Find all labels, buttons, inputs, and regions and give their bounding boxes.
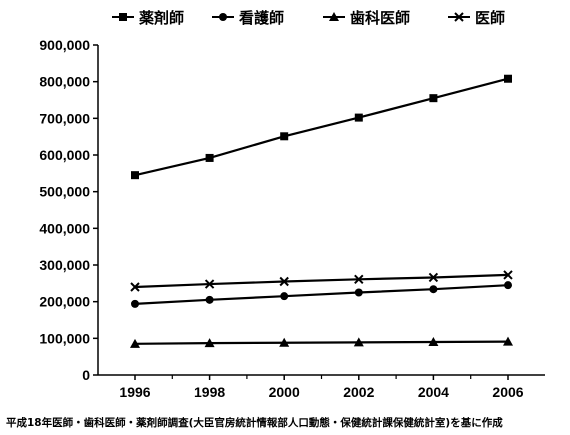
legend-label: 医師 <box>475 9 505 27</box>
y-tick-label: 100,000 <box>39 330 90 346</box>
series-circle <box>131 281 512 308</box>
x-axis: 1996 1998 2000 2002 2004 2006 <box>98 374 545 400</box>
legend-label: 看護師 <box>239 9 284 27</box>
data-point <box>205 295 214 304</box>
y-tick-label: 500,000 <box>39 184 90 200</box>
legend-label: 歯科医師 <box>350 9 410 27</box>
y-tick-label: 300,000 <box>39 257 90 273</box>
series-triangle <box>130 336 513 348</box>
data-point <box>504 281 512 290</box>
series-line <box>134 273 509 289</box>
x-tick-label: 1996 <box>119 384 150 400</box>
data-point <box>204 338 215 348</box>
data-point <box>354 274 364 285</box>
data-point <box>503 270 513 280</box>
data-point <box>279 337 290 347</box>
series-line <box>134 340 509 345</box>
source-note: 平成18年医師・歯科医師・薬剤師調査(大臣官房統計情報部人口動態・保健統計課保健… <box>6 416 503 429</box>
y-tick-label: 800,000 <box>39 74 90 90</box>
x-tick-label: 2002 <box>343 384 374 400</box>
data-point <box>429 94 438 103</box>
data-point <box>354 288 363 297</box>
data-point <box>504 74 512 83</box>
series-square <box>131 74 512 180</box>
x-tick-label: 2006 <box>492 384 523 400</box>
y-tick-label: 400,000 <box>39 220 90 236</box>
data-point <box>429 285 438 294</box>
legend-marker <box>119 13 127 21</box>
legend-item: 看護師 <box>212 9 284 27</box>
data-point <box>131 299 139 308</box>
legend: 薬剤師 看護師 歯科医師 医師 <box>112 9 505 27</box>
data-point <box>204 279 215 289</box>
data-point <box>131 171 139 180</box>
y-tick-label: 900,000 <box>39 37 90 53</box>
series-x <box>130 270 513 292</box>
legend-marker <box>454 12 464 22</box>
data-point <box>130 338 140 348</box>
x-tick-label: 2000 <box>269 384 300 400</box>
y-tick-label: 700,000 <box>39 110 90 126</box>
data-point <box>353 337 364 347</box>
y-tick-label: 0 <box>82 367 90 383</box>
data-point <box>279 276 289 287</box>
legend-item: 薬剤師 <box>112 9 184 27</box>
data-point <box>130 282 140 292</box>
series-group <box>130 74 513 348</box>
legend-marker <box>219 13 227 21</box>
data-point <box>428 272 439 283</box>
data-point <box>428 337 439 346</box>
y-tick-label: 200,000 <box>39 294 90 310</box>
data-point <box>503 336 513 346</box>
series-line <box>134 77 509 177</box>
legend-item: 医師 <box>448 9 505 27</box>
data-point <box>354 113 363 122</box>
series-line <box>134 284 509 305</box>
legend-item: 歯科医師 <box>323 9 410 27</box>
x-tick-label: 2004 <box>418 384 449 400</box>
legend-marker <box>329 12 339 21</box>
y-tick-label: 600,000 <box>39 147 90 163</box>
data-point <box>280 292 289 301</box>
y-axis: 0 100,000 200,000 300,000 400,000 500,000 600,… <box>39 37 99 383</box>
legend-label: 薬剤師 <box>138 9 184 27</box>
data-point <box>280 132 289 141</box>
data-point <box>205 153 214 162</box>
x-tick-label: 1998 <box>194 384 225 400</box>
